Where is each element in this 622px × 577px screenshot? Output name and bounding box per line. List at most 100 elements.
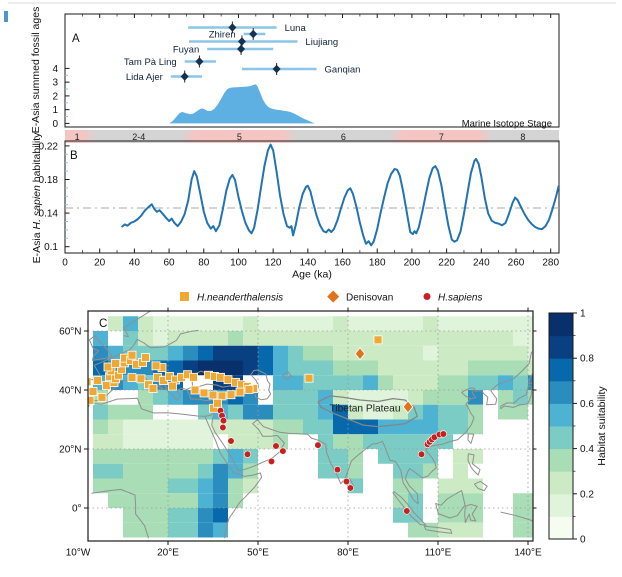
habitability-series-line xyxy=(121,143,559,247)
sapiens-site-marker xyxy=(314,441,322,449)
suitability-cell xyxy=(528,508,533,523)
colorbar-tick-label: 0.2 xyxy=(580,489,594,500)
suitability-cell xyxy=(213,522,228,538)
neanderthal-site-marker xyxy=(190,385,200,395)
suitability-cell xyxy=(528,522,533,538)
suitability-cell xyxy=(408,522,423,538)
suitability-cell xyxy=(468,508,483,523)
suitability-cell xyxy=(288,375,303,390)
suitability-cell xyxy=(183,508,198,523)
suitability-cell xyxy=(453,463,468,479)
suitability-cell xyxy=(498,390,513,405)
suitability-cell xyxy=(408,331,423,346)
panel-b-frame xyxy=(64,140,560,254)
fossil-age-diamond xyxy=(249,29,258,39)
suitability-cell xyxy=(378,449,393,464)
colorbar-segment xyxy=(549,358,573,382)
suitability-cell xyxy=(183,463,198,479)
suitability-cell xyxy=(153,345,168,361)
map-lat-tick-label: 60°N xyxy=(59,327,81,338)
suitability-cell xyxy=(453,404,468,420)
suitability-cell xyxy=(153,331,168,346)
suitability-cell xyxy=(348,463,363,479)
coastline xyxy=(282,371,293,380)
suitability-cell xyxy=(513,404,528,420)
mis-stage-label: 1 xyxy=(75,132,80,142)
suitability-cell xyxy=(243,316,258,331)
neanderthal-site-marker xyxy=(213,398,222,408)
suitability-cell xyxy=(513,493,528,508)
suitability-cell xyxy=(258,404,273,420)
suitability-cell xyxy=(438,331,453,346)
suitability-cell xyxy=(93,478,108,494)
suitability-cell xyxy=(378,404,393,420)
suitability-cell xyxy=(168,345,183,361)
suitability-cell xyxy=(138,478,153,494)
coastline xyxy=(528,373,533,385)
suitability-cell xyxy=(183,493,198,508)
suitability-cell xyxy=(153,434,168,449)
suitability-cell xyxy=(363,360,378,376)
suitability-cell xyxy=(303,404,318,420)
suitability-cell xyxy=(123,463,138,479)
suitability-cell xyxy=(168,331,183,346)
suitability-cell xyxy=(423,360,438,376)
suitability-cell xyxy=(468,522,483,538)
neanderthal-site-marker xyxy=(88,377,92,387)
suitability-cell xyxy=(453,375,468,390)
sapiens-site-marker xyxy=(403,507,411,515)
suitability-cell xyxy=(318,449,333,464)
panel-b-x-tick-label: 260 xyxy=(508,258,525,269)
legend-label-denisovan: Denisovan xyxy=(346,293,393,304)
mis-stage-label: 8 xyxy=(520,132,525,142)
suitability-cell xyxy=(453,360,468,376)
suitability-cell xyxy=(348,404,363,420)
screenshot-caret-artifact xyxy=(4,11,8,22)
suitability-cell xyxy=(378,419,393,435)
colorbar-segment xyxy=(549,448,573,472)
suitability-cell xyxy=(468,404,483,420)
panel-b-x-tick-label: 100 xyxy=(230,258,247,269)
neanderthal-site-marker xyxy=(226,390,236,400)
sapiens-site-marker xyxy=(227,437,235,445)
suitability-cell xyxy=(378,360,393,376)
suitability-cell xyxy=(438,404,453,420)
suitability-cell xyxy=(168,463,183,479)
panel-b-label: B xyxy=(70,150,78,162)
suitability-cell xyxy=(153,449,168,464)
suitability-cell xyxy=(468,449,483,464)
suitability-cell xyxy=(123,434,138,449)
suitability-cell xyxy=(423,331,438,346)
suitability-cell xyxy=(213,331,228,346)
panel-b-x-tick-label: 280 xyxy=(542,258,559,269)
suitability-cell xyxy=(243,331,258,346)
mis-stage-bar: 1 2-4 5 6 7 8 xyxy=(65,130,559,143)
suitability-cell xyxy=(393,331,408,346)
legend-label-neanderthalensis: H.neanderthalensis xyxy=(197,293,283,304)
suitability-cell xyxy=(123,331,138,346)
suitability-cell xyxy=(123,478,138,494)
panel-a-summed-fossil-ages: 0 1 2 3 4 Luna Zhiren Liujiang Fuyan Tam Pà Ling G… xyxy=(52,13,560,130)
suitability-cell xyxy=(453,478,468,494)
suitability-cell xyxy=(483,345,498,361)
suitability-cell xyxy=(348,360,363,376)
suitability-cell xyxy=(528,316,533,331)
suitability-cell xyxy=(423,375,438,390)
suitability-cell xyxy=(423,390,438,405)
suitability-cell xyxy=(363,404,378,420)
suitability-cell xyxy=(483,360,498,376)
neanderthal-site-marker xyxy=(168,381,177,391)
neanderthal-square-icon xyxy=(180,292,189,301)
suitability-cell xyxy=(228,316,243,331)
fossil-site-label: Ganqian xyxy=(325,64,361,75)
suitability-cell xyxy=(93,345,108,361)
suitability-cell xyxy=(153,463,168,479)
sapiens-site-marker xyxy=(417,450,426,458)
suitability-cell xyxy=(453,390,468,405)
suitability-cell xyxy=(453,449,468,464)
suitability-cell xyxy=(393,360,408,376)
coastline xyxy=(464,504,478,523)
map-lat-tick-label: 20°N xyxy=(59,445,81,456)
suitability-cell xyxy=(438,375,453,390)
suitability-cell xyxy=(438,390,453,405)
